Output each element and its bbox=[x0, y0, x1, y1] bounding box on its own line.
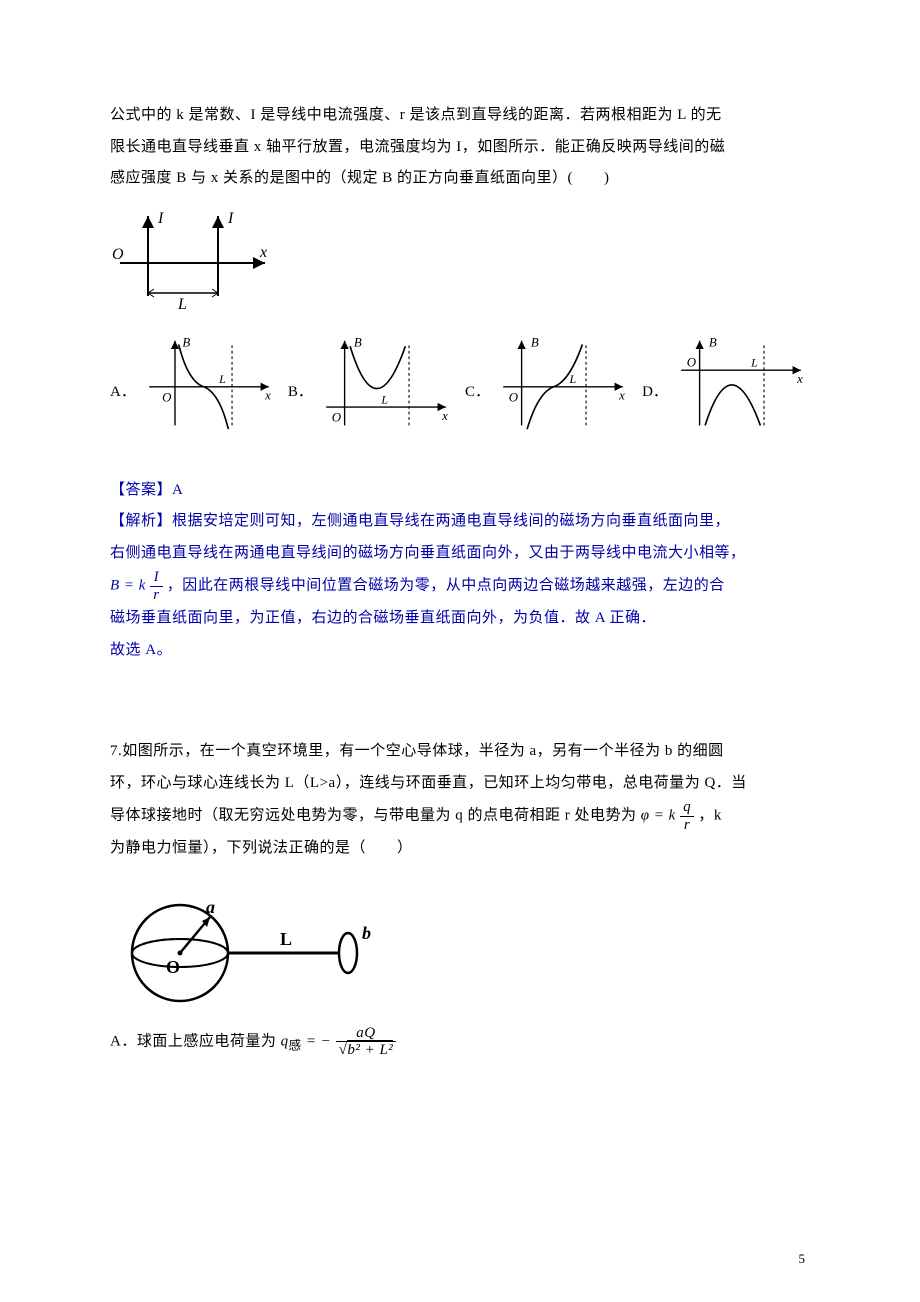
svg-text:L: L bbox=[750, 355, 758, 369]
q6-opt-c-label: C． bbox=[465, 377, 490, 409]
q7-opt-a-sub: 感 bbox=[289, 1038, 302, 1052]
svg-text:L: L bbox=[177, 296, 187, 313]
q6-expl-l1: 【解析】根据安培定则可知，左侧通电直导线在两通电直导线间的磁场方向垂直纸面向里， bbox=[110, 506, 810, 538]
svg-text:B: B bbox=[182, 335, 190, 349]
q6-expl-l3-rest: ，因此在两根导线中间位置合磁场为零，从中点向两边合磁场越来越强，左边的合 bbox=[167, 577, 725, 593]
svg-text:x: x bbox=[259, 244, 267, 261]
svg-text:x: x bbox=[441, 408, 448, 422]
q7-body-l3a: 导体球接地时（取无穷远处电势为零，与带电量为 q 的点电荷相距 r 处电势为 bbox=[110, 807, 637, 823]
q6-eq-num: I bbox=[150, 569, 162, 587]
svg-text:L: L bbox=[280, 929, 292, 949]
svg-text:x: x bbox=[618, 388, 625, 402]
q7-line4: 为静电力恒量），下列说法正确的是（ ） bbox=[110, 833, 810, 865]
two-wires-svg: I I O x L bbox=[110, 201, 280, 321]
q6-line2: 限长通电直导线垂直 x 轴平行放置，电流强度均为 I，如图所示．能正确反映两导线… bbox=[110, 132, 810, 164]
q7-body-l1: 如图所示，在一个真空环境里，有一个空心导体球，半径为 a，另有一个半径为 b 的… bbox=[122, 743, 723, 759]
q7-opt-a: A．球面上感应电荷量为 q感 = − aQ √b² + L² bbox=[110, 1025, 810, 1059]
q6-eq-prefix: B = k bbox=[110, 577, 146, 593]
q6-opt-b-label: B． bbox=[288, 377, 313, 409]
answer-value: A bbox=[172, 482, 183, 498]
q6-eq-frac: I r bbox=[150, 569, 162, 603]
sqrt-content: b² + L² bbox=[347, 1040, 393, 1058]
q6-options-row: A． B L O x B． B L O x C． bbox=[110, 329, 810, 439]
q7-line3: 导体球接地时（取无穷远处电势为零，与带电量为 q 的点电荷相距 r 处电势为 φ… bbox=[110, 799, 810, 833]
q7-phi-frac: q r bbox=[680, 799, 694, 833]
svg-text:L: L bbox=[380, 392, 388, 406]
q7-opt-a-frac: aQ √b² + L² bbox=[336, 1025, 397, 1059]
q6-opt-d-svg: B L O x bbox=[672, 329, 810, 439]
page: 公式中的 k 是常数、I 是导线中电流强度、r 是该点到直导线的距离．若两根相距… bbox=[0, 0, 920, 1302]
svg-text:L: L bbox=[218, 372, 226, 386]
svg-text:x: x bbox=[264, 388, 271, 402]
q6-opt-a-label: A． bbox=[110, 377, 136, 409]
q7-phi-den: r bbox=[680, 817, 694, 834]
svg-text:L: L bbox=[568, 372, 576, 386]
q7-num: 7. bbox=[110, 743, 122, 759]
q7-body-l3b: ，k bbox=[698, 807, 722, 823]
page-number: 5 bbox=[799, 1245, 806, 1272]
expl-text-1: 根据安培定则可知，左侧通电直导线在两通电直导线间的磁场方向垂直纸面向里， bbox=[172, 513, 730, 529]
svg-text:O: O bbox=[166, 957, 180, 977]
q6-opt-c-svg: B L O x bbox=[494, 329, 632, 439]
svg-text:I: I bbox=[227, 210, 234, 227]
q6-expl-l3: B = k I r ，因此在两根导线中间位置合磁场为零，从中点向两边合磁场越来越… bbox=[110, 569, 810, 603]
q7-opt-a-mid: = − bbox=[306, 1033, 332, 1049]
svg-text:b: b bbox=[362, 923, 371, 943]
q7-phi-num: q bbox=[680, 799, 694, 817]
q7-phi-prefix: φ = k bbox=[641, 807, 676, 823]
svg-text:I: I bbox=[157, 210, 164, 227]
svg-text:O: O bbox=[112, 246, 124, 263]
q7-line2: 环，环心与球心连线长为 L（L>a），连线与环面垂直，已知环上均匀带电，总电荷量… bbox=[110, 768, 810, 800]
expl-label: 【解析】 bbox=[110, 513, 172, 529]
q6-opt-a-svg: B L O x bbox=[140, 329, 278, 439]
q6-opt-d-label: D． bbox=[642, 377, 668, 409]
svg-text:B: B bbox=[531, 335, 539, 349]
q7-figure: a O L b bbox=[110, 883, 810, 1013]
q6-expl-l2: 右侧通电直导线在两通电直导线间的磁场方向垂直纸面向外，又由于两导线中电流大小相等… bbox=[110, 538, 810, 570]
svg-text:O: O bbox=[332, 410, 341, 424]
q6-setup-diagram: I I O x L bbox=[110, 201, 810, 321]
q6-expl-l5: 故选 A。 bbox=[110, 635, 810, 667]
q6-line3: 感应强度 B 与 x 关系的是图中的（规定 B 的正方向垂直纸面向里）( ) bbox=[110, 163, 810, 195]
svg-text:O: O bbox=[509, 390, 518, 404]
sphere-ring-svg: a O L b bbox=[110, 883, 410, 1013]
q7-line1: 7.如图所示，在一个真空环境里，有一个空心导体球，半径为 a，另有一个半径为 b… bbox=[110, 736, 810, 768]
q7-opt-a-den: √b² + L² bbox=[336, 1042, 397, 1059]
svg-text:a: a bbox=[206, 897, 215, 917]
svg-text:O: O bbox=[162, 390, 171, 404]
q6-line1: 公式中的 k 是常数、I 是导线中电流强度、r 是该点到直导线的距离．若两根相距… bbox=[110, 100, 810, 132]
svg-text:B: B bbox=[354, 335, 362, 349]
svg-text:B: B bbox=[709, 335, 717, 349]
answer-label: 【答案】 bbox=[110, 482, 172, 498]
svg-text:O: O bbox=[687, 355, 696, 369]
q6-opt-b-svg: B L O x bbox=[317, 329, 455, 439]
q6-eq-den: r bbox=[150, 587, 162, 604]
q7-opt-a-label: A．球面上感应电荷量为 bbox=[110, 1033, 276, 1049]
q6-expl-l4: 磁场垂直纸面向里，为正值，右边的合磁场垂直纸面向外，为负值．故 A 正确． bbox=[110, 603, 810, 635]
q7-opt-a-q: q bbox=[281, 1033, 289, 1049]
q6-answer: 【答案】A bbox=[110, 475, 810, 507]
svg-text:x: x bbox=[796, 372, 803, 386]
